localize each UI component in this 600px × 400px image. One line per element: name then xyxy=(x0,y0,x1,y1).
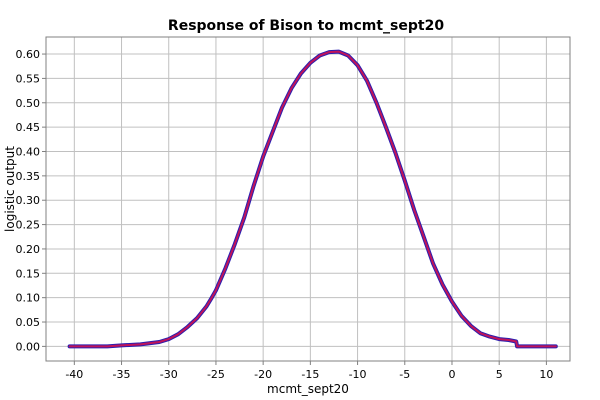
x-axis-label: mcmt_sept20 xyxy=(267,382,349,396)
x-tick-label: -35 xyxy=(113,368,131,381)
response-curve xyxy=(68,50,557,348)
y-tick-label: 0.45 xyxy=(16,121,41,134)
x-tick-label: -25 xyxy=(207,368,225,381)
y-tick-label: 0.30 xyxy=(16,194,41,207)
x-tick-label: -40 xyxy=(65,368,83,381)
y-tick-label: 0.35 xyxy=(16,170,41,183)
y-tick-labels: 0.00 0.05 0.10 0.15 0.20 0.25 0.30 0.35 0.40 0.45… xyxy=(16,48,41,353)
x-tick-labels: -40 -35 -30 -25 -20 -15 -10 -5 0 5 10 xyxy=(65,368,553,381)
y-tick-label: 0.40 xyxy=(16,145,41,158)
chart-title: Response of Bison to mcmt_sept20 xyxy=(168,18,444,34)
y-axis-label: logistic output xyxy=(3,146,17,232)
y-tick-label: 0.60 xyxy=(16,48,41,61)
y-tick-label: 0.10 xyxy=(16,292,41,305)
y-tick-label: 0.55 xyxy=(16,72,41,85)
y-tick-label: 0.20 xyxy=(16,243,41,256)
x-tick-label: 5 xyxy=(496,368,503,381)
x-tick-label: -15 xyxy=(301,368,319,381)
plot-area xyxy=(45,36,571,362)
y-tick-label: 0.05 xyxy=(16,316,41,329)
y-tick-label: 0.00 xyxy=(16,340,41,353)
x-tick-label: 0 xyxy=(448,368,455,381)
x-tick-label: -5 xyxy=(399,368,410,381)
x-tick-label: -30 xyxy=(160,368,178,381)
tick-layer xyxy=(42,36,571,365)
x-tick-label: 10 xyxy=(539,368,553,381)
series-layer xyxy=(67,49,558,349)
plot-border xyxy=(45,36,571,362)
x-tick-label: -10 xyxy=(349,368,367,381)
y-tick-label: 0.15 xyxy=(16,267,41,280)
y-tick-label: 0.50 xyxy=(16,97,41,110)
y-tick-label: 0.25 xyxy=(16,219,41,232)
x-tick-label: -20 xyxy=(254,368,272,381)
